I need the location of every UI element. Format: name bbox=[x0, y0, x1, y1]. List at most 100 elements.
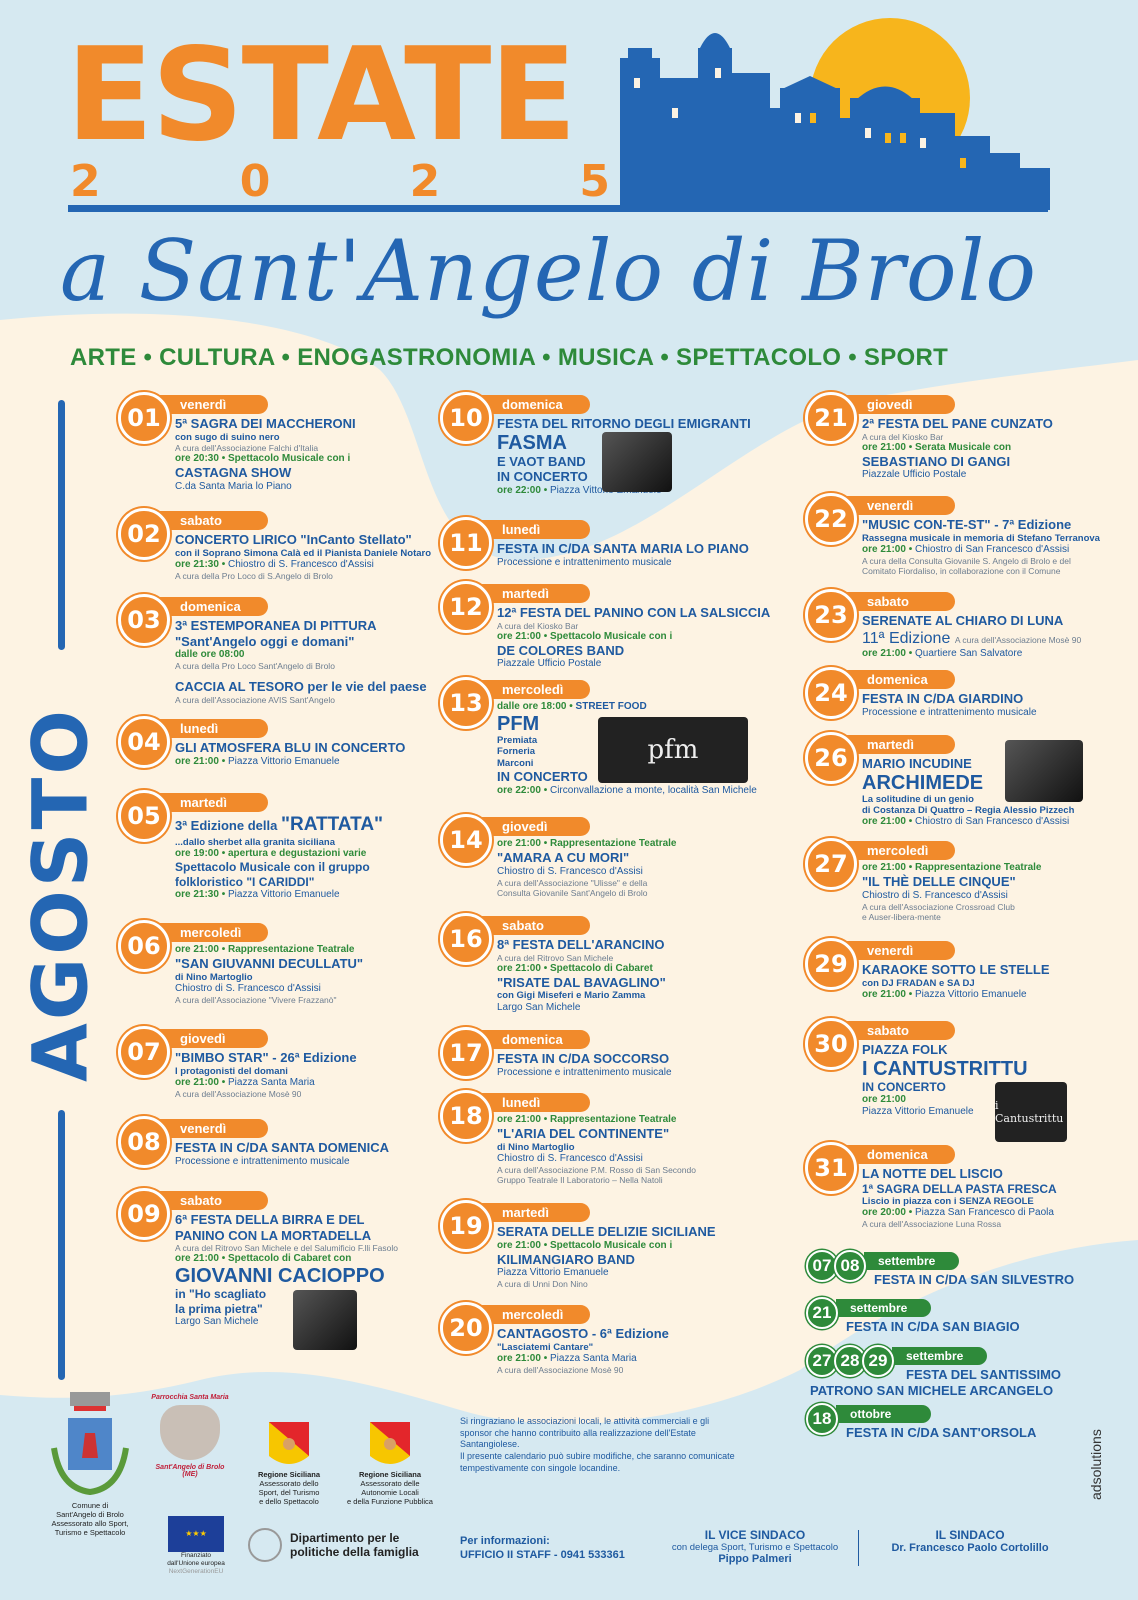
trinacria-icon bbox=[269, 1422, 309, 1464]
event-detail-text: con DJ FRADAN e SA DJ bbox=[862, 977, 975, 989]
event-title-text: KARAOKE SOTTO LE STELLE bbox=[862, 962, 1050, 977]
thanks-text: Si ringraziano le associazioni locali, l… bbox=[460, 1416, 710, 1450]
event-title-text: 3ª ESTEMPORANEA DI PITTURA bbox=[175, 618, 377, 633]
event-detail: con il Soprano Simona Calà ed il Pianist… bbox=[175, 548, 465, 559]
event-title-text: SERENATE AL CHIARO DI LUNA bbox=[862, 613, 1064, 628]
day-badge: 30 bbox=[805, 1018, 857, 1070]
day-badge: 19 bbox=[440, 1200, 492, 1252]
event-location-text: Processione e intrattenimento musicale bbox=[175, 1155, 350, 1167]
event-title-text: PIAZZA FOLK bbox=[862, 1042, 948, 1057]
parrocchia-logo: Parrocchia Santa Maria Sant'Angelo di Br… bbox=[150, 1394, 230, 1478]
caption-line: Assessorato allo Sport, bbox=[51, 1519, 129, 1528]
day-badges: 07 08 bbox=[806, 1250, 866, 1282]
day-badge: 05 bbox=[118, 790, 170, 842]
disclaimer-text: Il presente calendario può subire modifi… bbox=[460, 1451, 735, 1473]
event-organizer-text: A cura di Unni Don Nino bbox=[497, 1279, 588, 1290]
event-organizer-text: Gruppo Teatrale Il Laboratorio – Nella N… bbox=[497, 1175, 663, 1186]
event-organizer: A cura del Kiosko Bar bbox=[497, 621, 787, 631]
event-time-text: ore 21:00 • Spettacolo di Cabaret bbox=[497, 962, 653, 974]
event-time-text: ore 21:00 • Spettacolo di Cabaret con bbox=[175, 1253, 352, 1265]
signature-role: con delega Sport, Turismo e Spettacolo bbox=[671, 1542, 839, 1553]
event-title: PIAZZA FOLK bbox=[862, 1042, 1138, 1058]
event-time: ore 21:00 • Chiostro di San Francesco d'… bbox=[862, 816, 1138, 828]
event-title: PANINO CON LA MORTADELLA bbox=[175, 1228, 465, 1244]
event-title: IN CONCERTO bbox=[497, 469, 787, 485]
event-title-line: FESTA DEL SANTISSIMO bbox=[906, 1367, 1062, 1382]
contact-info: Per informazioni: UFFICIO II STAFF - 094… bbox=[460, 1535, 625, 1563]
event-title-text: "MUSIC CON-TE-ST" - 7ª Edizione bbox=[862, 517, 1072, 532]
event-title: CONCERTO LIRICO "InCanto Stellato" bbox=[175, 532, 465, 548]
weekday-label: mercoledì bbox=[845, 841, 955, 860]
day-badge: 11 bbox=[440, 517, 492, 569]
event-title: 12ª FESTA DEL PANINO CON LA SALSICCIA bbox=[497, 605, 787, 621]
event-time: ore 21:00 • Spettacolo di Cabaret con bbox=[175, 1253, 465, 1265]
event-details: SERENATE AL CHIARO DI LUNA 11ª Edizione A… bbox=[862, 613, 1138, 660]
event-time-text: ore 21:00 • bbox=[862, 543, 913, 555]
event-headliner-text: FASMA bbox=[497, 431, 567, 454]
event-details: FESTA IN C/DA GIARDINO Processione e intr… bbox=[862, 691, 1138, 719]
day-badge: 21 bbox=[805, 392, 857, 444]
eu-logo: ★★★ Finanziato dall'Unione europea NextGen… bbox=[156, 1516, 236, 1575]
event-title: SEBASTIANO DI GANGI bbox=[862, 454, 1138, 470]
event-title: CASTAGNA SHOW bbox=[175, 465, 465, 481]
day-badges: 21 bbox=[806, 1297, 838, 1329]
event-organizer: Consulta Giovanile Sant'Angelo di Brolo bbox=[497, 888, 787, 898]
event-detail: Premiata bbox=[497, 735, 787, 746]
event-organizer-text: A cura della Pro Loco di S.Angelo di Bro… bbox=[175, 570, 333, 581]
event-details: 3ª ESTEMPORANEA DI PITTURA "Sant'Angelo o… bbox=[175, 618, 465, 705]
event-location: STREET FOOD bbox=[575, 701, 647, 712]
day-badge: 18 bbox=[440, 1090, 492, 1142]
event-subtitle-text: la prima pietra" bbox=[175, 1301, 263, 1316]
caption-line: e dello Spettacolo bbox=[259, 1497, 319, 1506]
month-divider bbox=[58, 400, 65, 650]
event-details: FESTA IN C/DA SOCCORSO Processione e intr… bbox=[497, 1051, 787, 1079]
event-location: Piazza Vittorio Emanuele bbox=[497, 1267, 787, 1279]
event-title-text: CANTAGOSTO - 6ª Edizione bbox=[497, 1326, 669, 1341]
month-label: settembre bbox=[836, 1299, 931, 1317]
event-subtitle-text: IN CONCERTO bbox=[862, 1079, 946, 1094]
event-time: ore 21:00 • Spettacolo Musicale con i bbox=[497, 631, 787, 643]
event-details: "MUSIC CON-TE-ST" - 7ª Edizione Rassegna … bbox=[862, 517, 1138, 576]
caption-line: e della Funzione Pubblica bbox=[347, 1497, 433, 1506]
event-location: Processione e intrattenimento musicale bbox=[862, 707, 1138, 719]
event-headliner: FASMA bbox=[497, 432, 787, 454]
event-organizer-text: Comitato Fiordaliso, in collaborazione c… bbox=[862, 566, 1061, 577]
event-location: Largo San Michele bbox=[175, 1316, 465, 1328]
month-label: settembre bbox=[864, 1252, 959, 1270]
event-details: FESTA IN C/DA SANTA DOMENICA Processione … bbox=[175, 1140, 465, 1168]
event-detail-text: ...dallo sherbet alla granita siciliana bbox=[175, 836, 335, 848]
event-time: ore 20:30 • Spettacolo Musicale con i bbox=[175, 453, 465, 465]
event-detail-text: La solitudine di un genio bbox=[862, 793, 974, 805]
band-photo: i Cantustrittu bbox=[995, 1082, 1067, 1142]
event-title-text: "SAN GIUVANNI DECULLATU" bbox=[175, 956, 364, 971]
event-detail: di Nino Martoglio bbox=[497, 1142, 787, 1153]
event-organizer: A cura dell'Associazione Mosè 90 bbox=[175, 1089, 465, 1099]
weekday-label: domenica bbox=[845, 1145, 955, 1164]
event-organizer: A cura dell'Associazione Luna Rossa bbox=[862, 1219, 1138, 1229]
event-time: ore 21:00 • Piazza Santa Maria bbox=[175, 1077, 465, 1089]
event-title-line: PATRONO SAN MICHELE ARCANGELO bbox=[810, 1383, 1054, 1399]
event-detail: di Costanza Di Quattro – Regia Alessio P… bbox=[862, 805, 1138, 816]
event-location: Piazzale Ufficio Postale bbox=[862, 469, 1138, 481]
event-location-text: Chiostro di S. Francesco d'Assisi bbox=[175, 982, 321, 994]
event-time-text: dalle ore 18:00 • bbox=[497, 701, 573, 712]
event-organizer: A cura dell'Associazione Crossroad Club bbox=[862, 902, 1138, 912]
weekday-label: martedì bbox=[480, 1203, 590, 1222]
event-location: Piazza Vittorio Emanuele bbox=[862, 1106, 1138, 1118]
event-title-text: "AMARA A CU MORI" bbox=[497, 850, 630, 865]
event-details: dalle ore 18:00 • STREET FOOD PFM Premiata… bbox=[497, 701, 787, 797]
church-emblem-icon bbox=[160, 1405, 220, 1460]
day-badge: 29 bbox=[805, 938, 857, 990]
event-title: 2ª FESTA DEL PANE CUNZATO bbox=[862, 416, 1138, 432]
caption-line: politiche della famiglia bbox=[290, 1545, 419, 1559]
event-organizer: Comitato Fiordaliso, in collaborazione c… bbox=[862, 566, 1138, 576]
event-organizer: A cura della Consulta Giovanile S. Angel… bbox=[862, 556, 1138, 566]
event-time-text: ore 21:00 • bbox=[862, 647, 913, 659]
event-title-text: DE COLORES BAND bbox=[497, 642, 625, 658]
day-badge: 21 bbox=[806, 1297, 838, 1329]
event-detail: di Nino Martoglio bbox=[175, 972, 465, 983]
event-organizer: A cura della Pro Loco di S.Angelo di Bro… bbox=[175, 571, 465, 581]
caption-line: dall'Unione europea bbox=[167, 1559, 225, 1567]
event-organizer-text: A cura dell'Associazione Crossroad Club bbox=[862, 901, 1015, 912]
weekday-label: giovedì bbox=[480, 817, 590, 836]
